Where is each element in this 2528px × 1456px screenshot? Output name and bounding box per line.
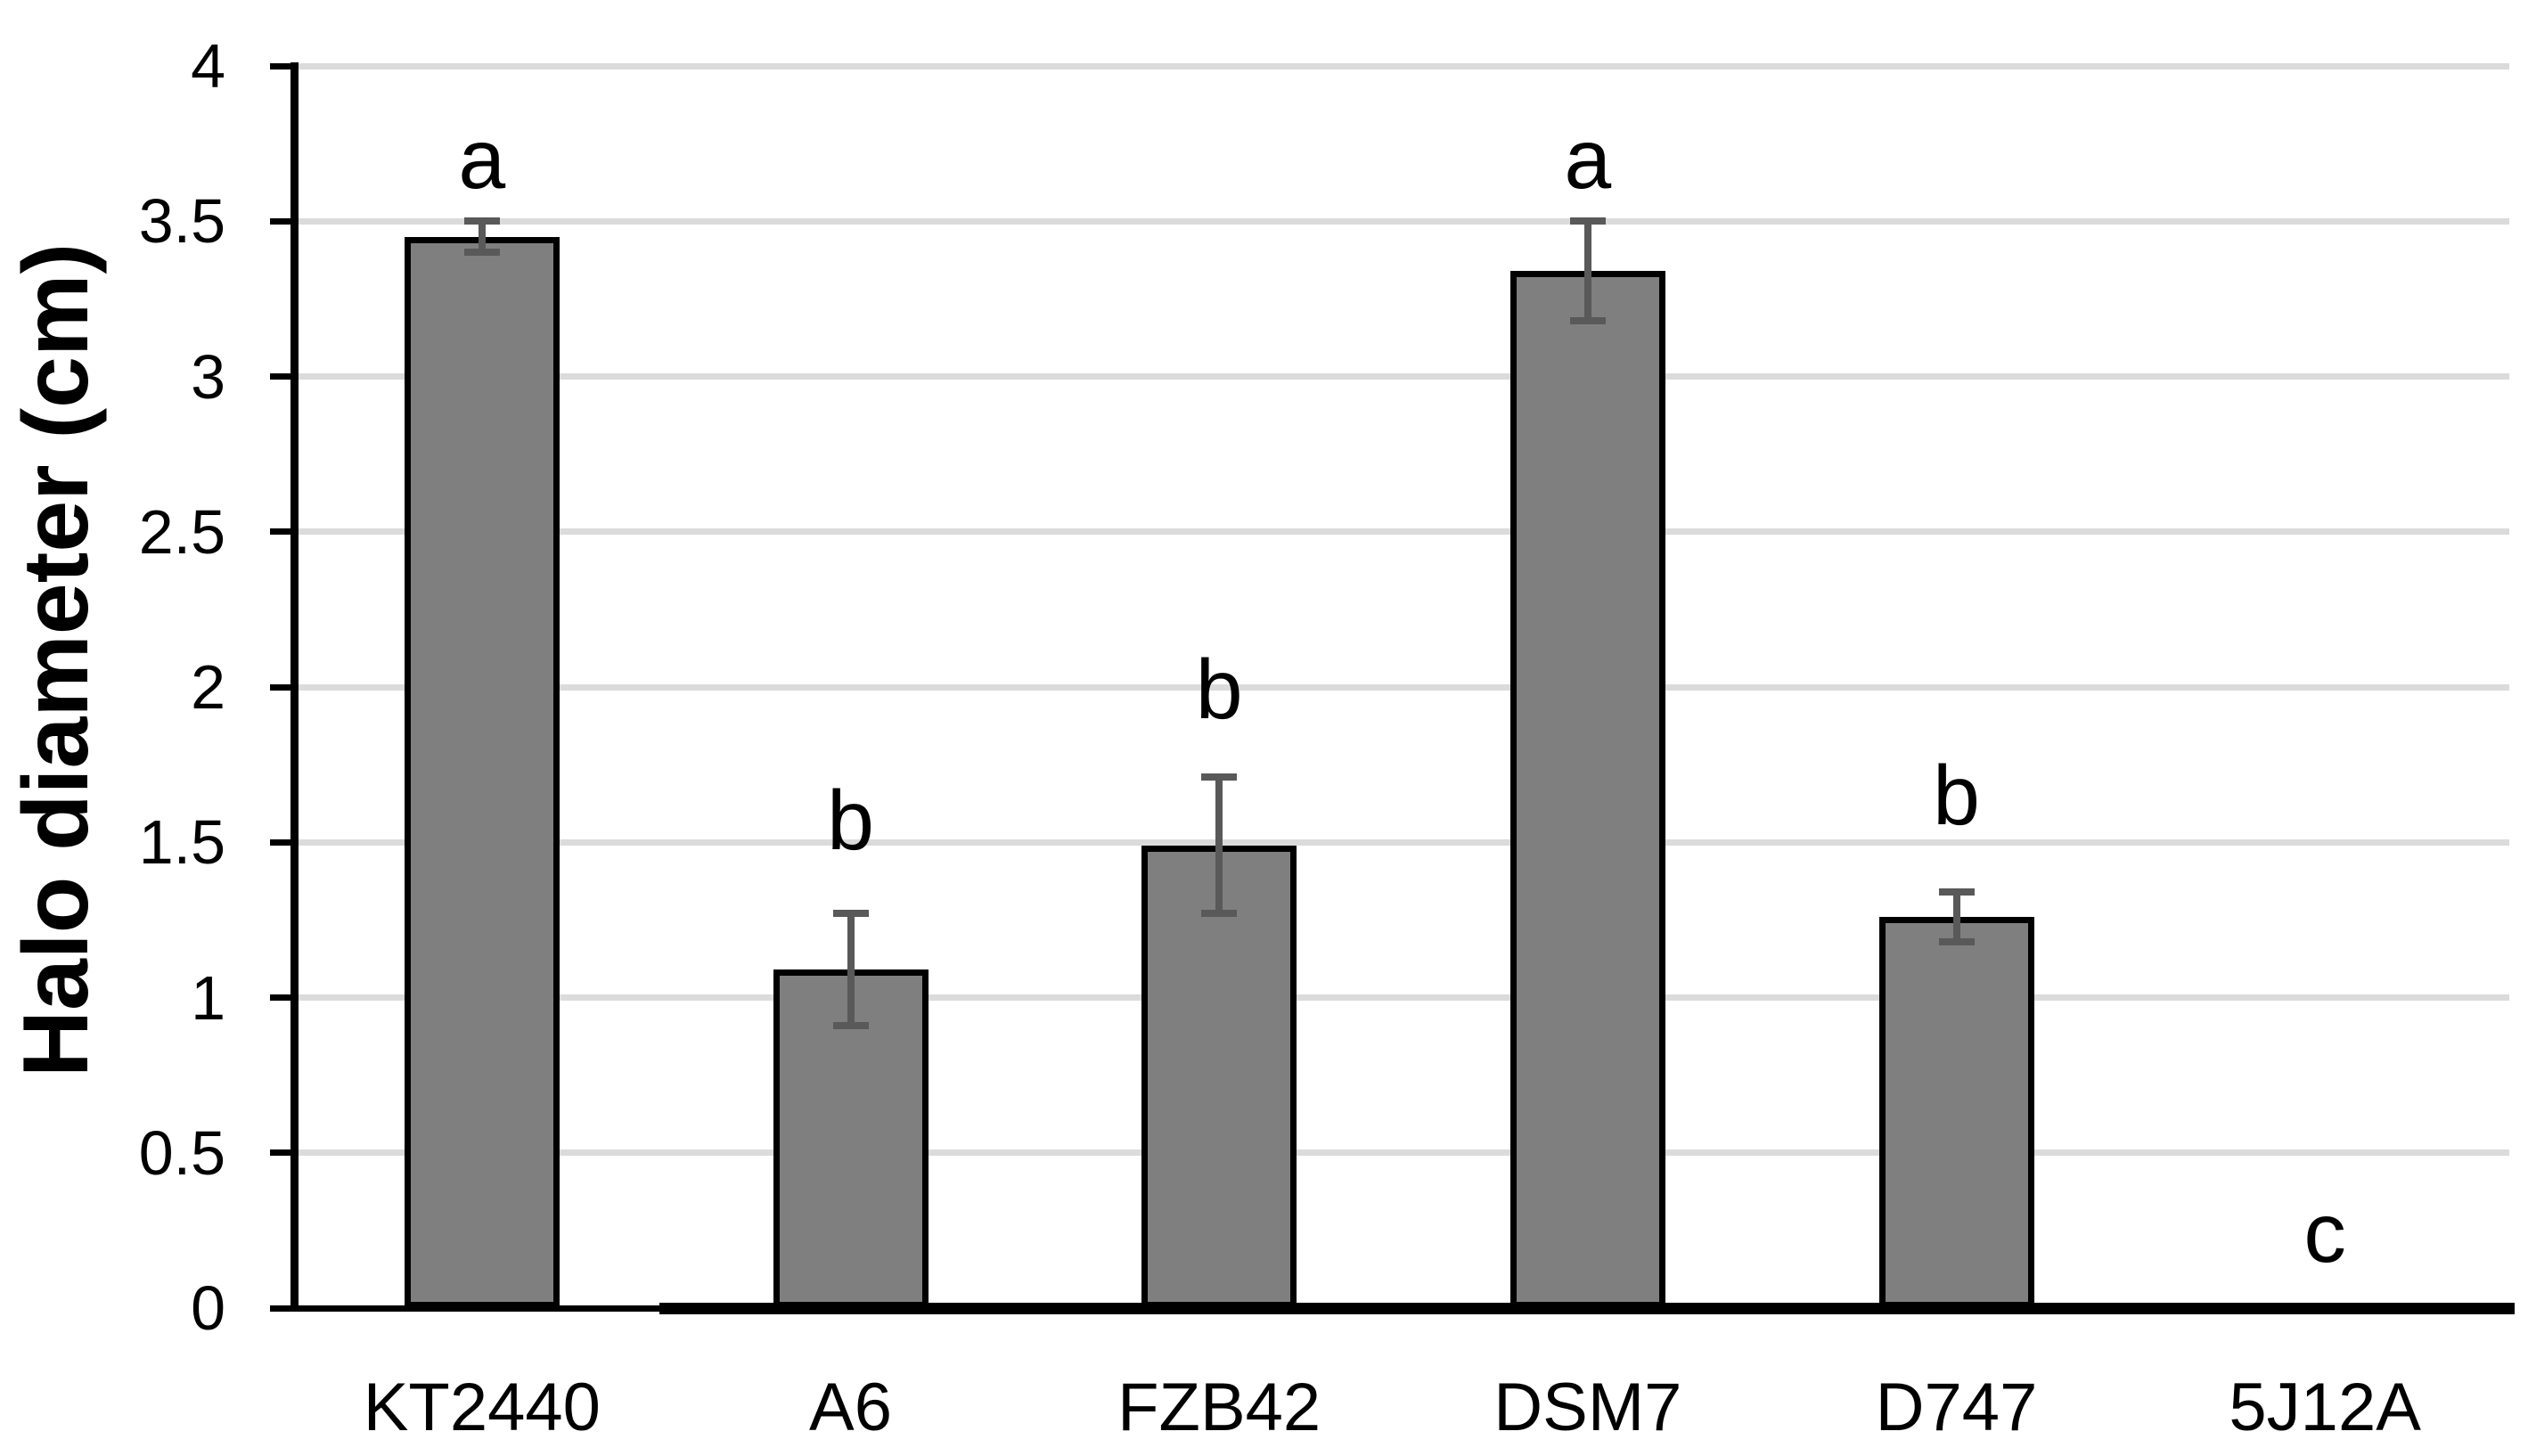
bar [404,236,560,1308]
gridline [298,1149,2509,1157]
error-bar-cap [1938,937,1975,945]
y-tick [270,1305,294,1312]
error-bar-cap [1569,217,1606,225]
x-axis-line-thick [659,1302,2515,1314]
error-bar-cap [1569,316,1606,324]
bar [1141,845,1297,1308]
error-bar-cap [463,249,500,257]
y-tick [270,683,294,691]
gridline [298,683,2509,691]
y-tick [270,217,294,225]
gridline [298,373,2509,380]
error-bar-line [1215,777,1223,914]
error-bar-cap [1201,910,1238,918]
bar [1509,271,1665,1308]
y-axis-title: Halo diameter (cm) [4,242,108,1078]
y-tick [270,528,294,536]
bar [1878,916,2034,1308]
error-bar-cap [832,1021,869,1029]
error-bar-cap [832,910,869,918]
error-bar-cap [463,217,500,225]
gridline [298,994,2509,1001]
error-bar-line [1952,892,1960,942]
error-bar-cap [1938,888,1975,896]
y-tick [270,838,294,846]
error-bar-line [847,913,855,1026]
error-bar-line [1583,221,1591,321]
error-bar-line [478,221,486,253]
error-bar-cap [1201,773,1238,781]
gridline [298,217,2509,225]
x-axis-line-thin [294,1305,659,1312]
y-tick [270,1149,294,1157]
gridline [298,62,2509,70]
y-tick [270,994,294,1001]
y-axis-line [290,62,299,1312]
y-tick [270,62,294,70]
gridline [298,838,2509,846]
y-tick [270,373,294,380]
gridline [298,528,2509,536]
